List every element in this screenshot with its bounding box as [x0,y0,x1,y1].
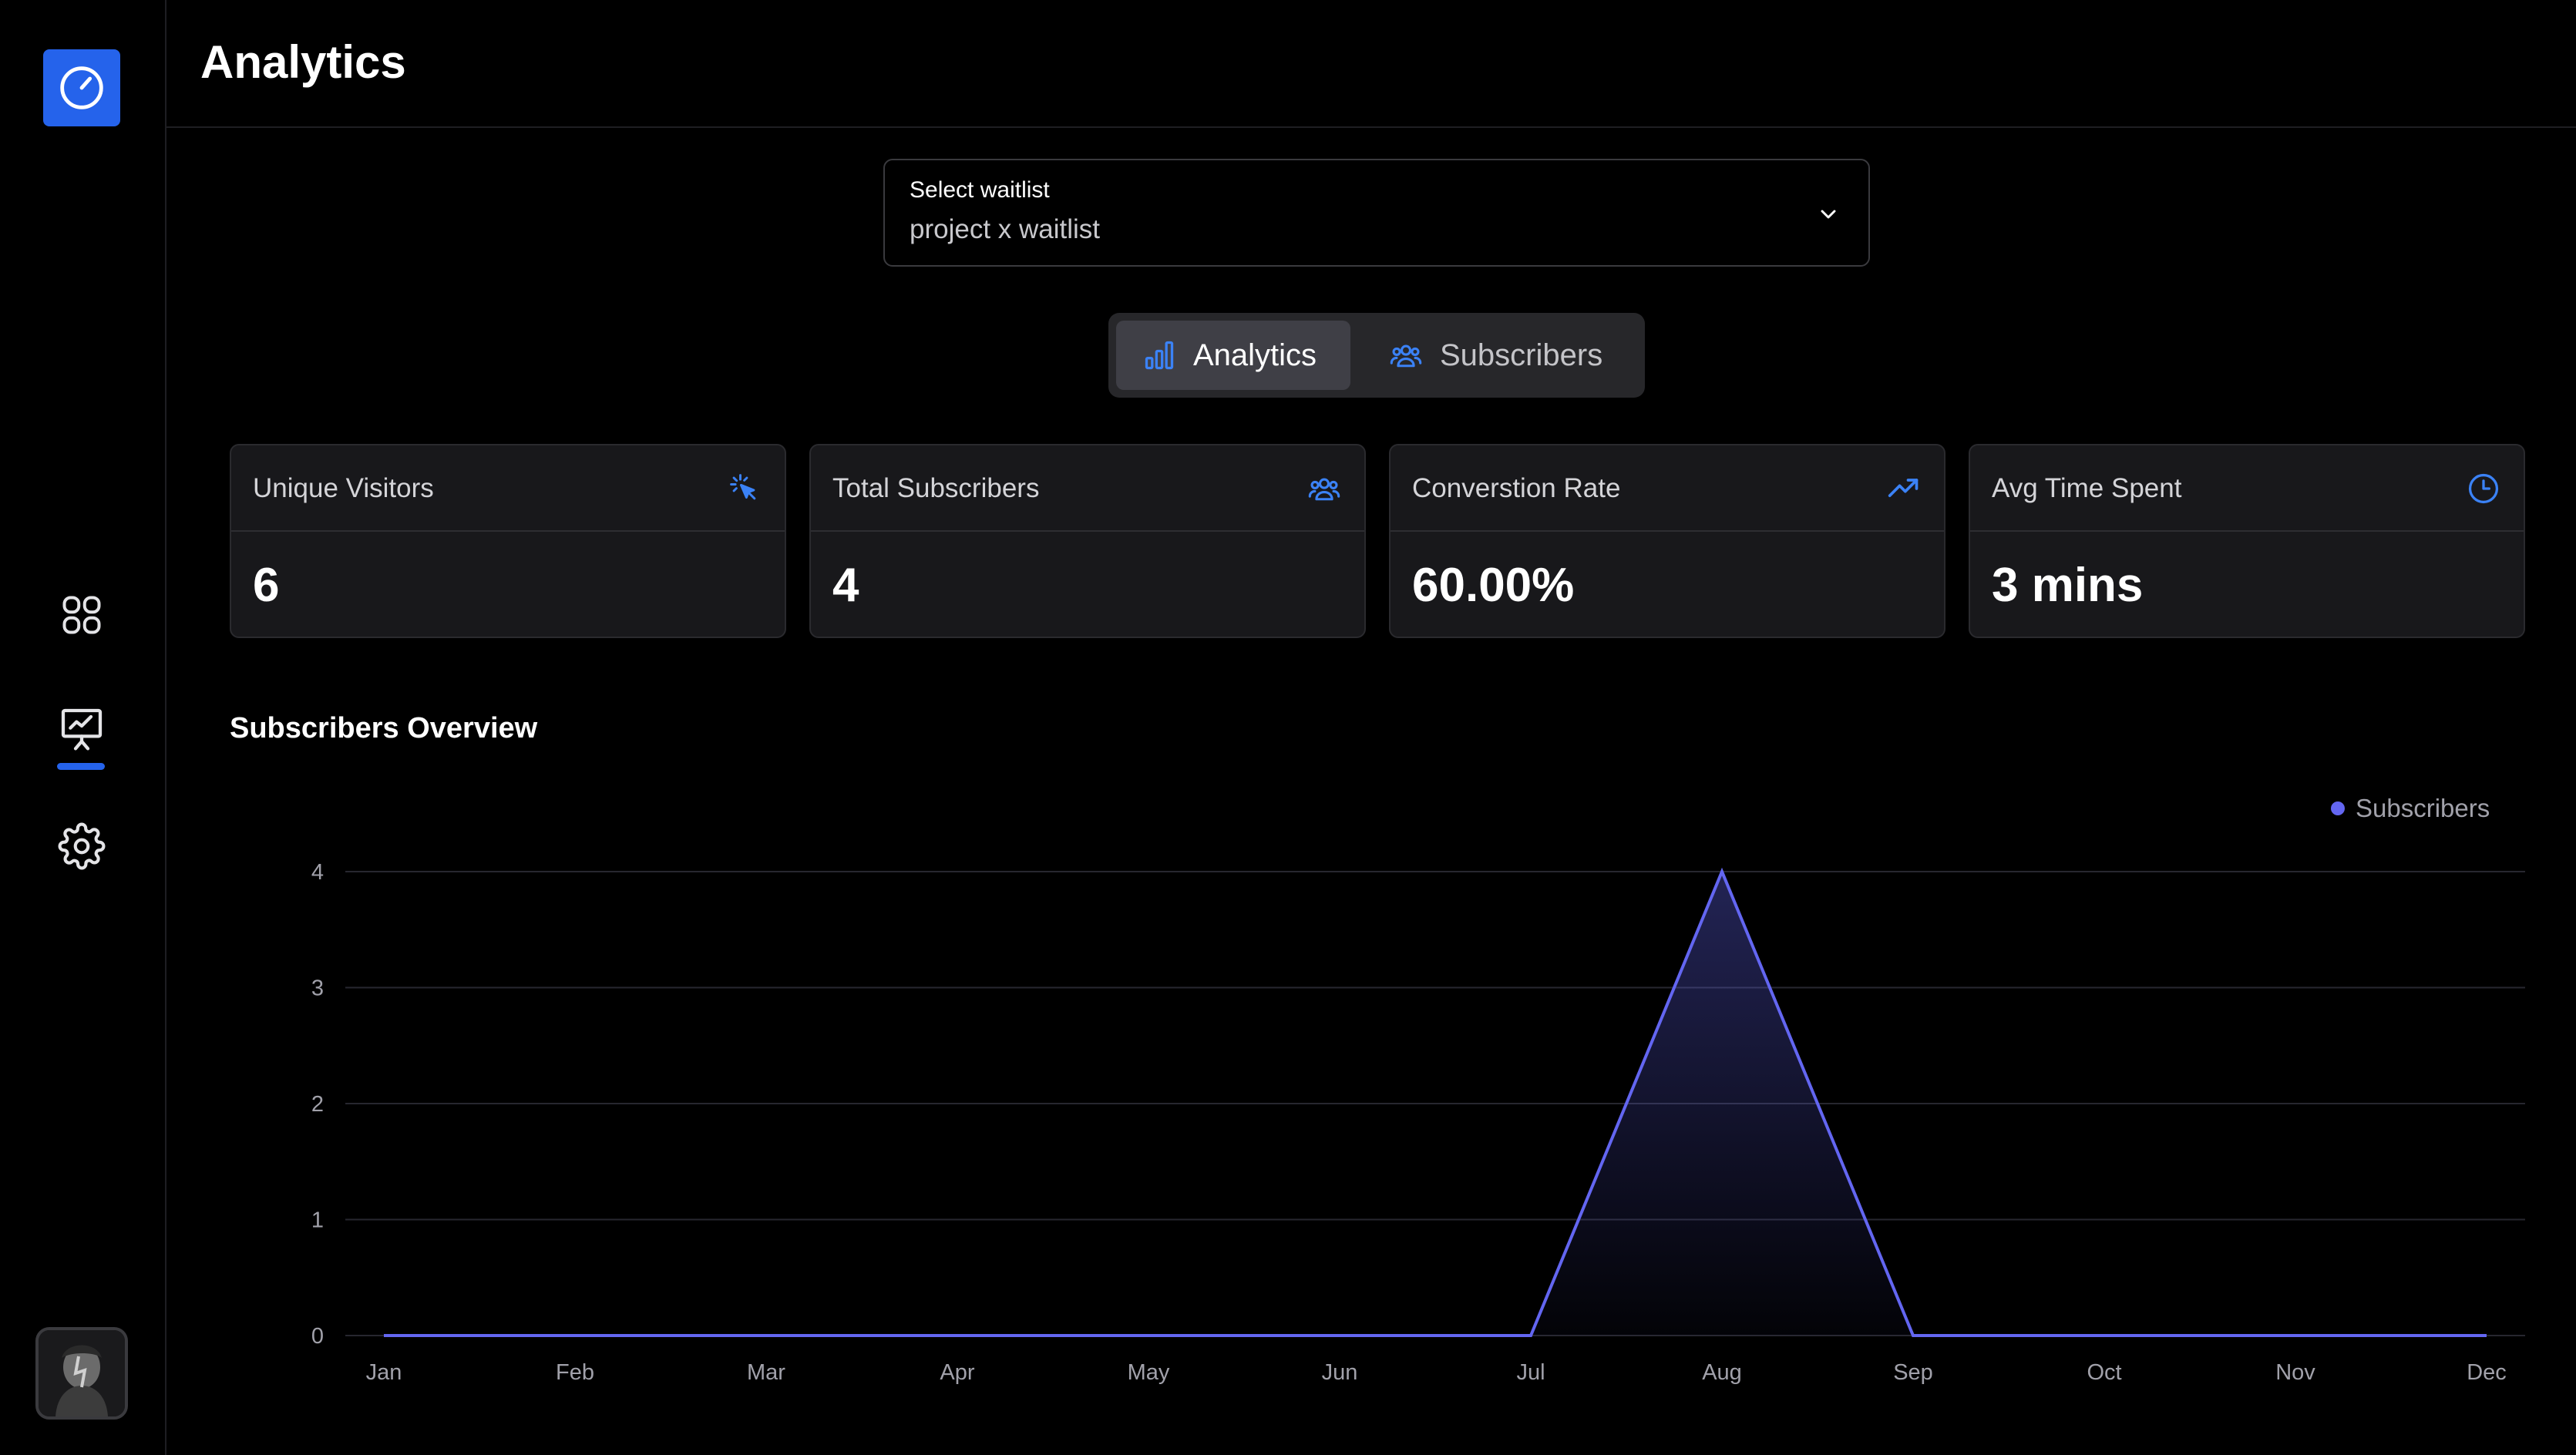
presentation-chart-icon [61,708,103,751]
series-line [384,867,2487,1337]
tab-analytics[interactable]: Analytics [1116,321,1350,390]
x-tick-label: Feb [556,1360,594,1385]
x-tick-label: Dec [2467,1360,2507,1385]
x-tick-label: Jan [366,1360,402,1385]
x-tick-label: Aug [1702,1360,1742,1385]
y-tick-label: 3 [311,976,324,1001]
stat-card-value: 6 [253,559,280,612]
waitlist-select-label: Select waitlist [910,177,1050,203]
x-tick-label: Jun [1322,1360,1358,1385]
tab-subscribers-label: Subscribers [1440,338,1603,372]
view-tabs: Analytics Subscribers [1108,313,1645,398]
user-avatar[interactable] [35,1327,128,1420]
chevron-down-icon [1821,210,1836,219]
x-tick-label: Jul [1516,1360,1545,1385]
sidebar-item-dashboard[interactable] [43,576,120,654]
bar-chart-icon [1145,341,1174,370]
x-tick-label: Mar [747,1360,785,1385]
stat-card-header: Unique Visitors [231,445,785,532]
legend-swatch [2331,801,2345,815]
clock-icon [2468,473,2499,504]
stat-card-title: Converstion Rate [1412,473,1621,503]
stat-card-title: Total Subscribers [832,473,1040,503]
stat-card-unique-visitors: Unique Visitors 6 [230,444,786,638]
page-header: Analytics [166,0,2576,128]
trending-up-icon [1888,479,1919,497]
gear-icon [58,822,106,870]
stat-card-value: 60.00% [1412,559,1575,612]
x-tick-label: Apr [940,1360,974,1385]
sidebar [0,0,166,1455]
app-logo[interactable] [43,49,120,126]
x-tick-label: Oct [2087,1360,2121,1385]
waitlist-select-value: project x waitlist [910,214,1101,244]
avatar-image [39,1330,125,1416]
x-tick-label: Sep [1893,1360,1933,1385]
y-tick-label: 2 [311,1092,324,1117]
users-icon [1308,478,1340,501]
y-tick-label: 4 [311,860,324,885]
stat-card-title: Unique Visitors [253,473,434,503]
active-nav-indicator [57,763,105,770]
page-title: Analytics [200,36,406,88]
stat-card-conversion-rate: Converstion Rate 60.00% [1389,444,1945,638]
waitlist-select[interactable]: Select waitlist project x waitlist [883,159,1870,267]
chart-legend: Subscribers [2331,794,2490,823]
stat-card-header: Total Subscribers [811,445,1364,532]
x-tick-label: May [1128,1360,1170,1385]
sidebar-item-analytics[interactable] [43,691,120,768]
stat-card-title: Avg Time Spent [1992,473,2182,503]
stat-card-value: 3 mins [1992,559,2144,612]
stat-card-value: 4 [832,559,859,612]
legend-label: Subscribers [2356,794,2490,822]
cursor-click-icon [730,474,756,500]
y-tick-label: 1 [311,1208,324,1233]
stat-card-total-subscribers: Total Subscribers 4 [809,444,1366,638]
tab-analytics-label: Analytics [1193,338,1317,372]
tab-subscribers[interactable]: Subscribers [1366,321,1637,390]
y-tick-label: 0 [311,1324,324,1349]
stat-card-header: Converstion Rate [1391,445,1944,532]
stat-card-avg-time-spent: Avg Time Spent 3 mins [1969,444,2525,638]
sidebar-item-settings[interactable] [43,808,120,885]
users-icon [1390,344,1422,368]
grid-icon [62,596,101,634]
x-tick-label: Nov [2275,1360,2315,1385]
gauge-icon [60,66,103,109]
chart-title: Subscribers Overview [230,712,538,744]
stat-card-header: Avg Time Spent [1970,445,2524,532]
